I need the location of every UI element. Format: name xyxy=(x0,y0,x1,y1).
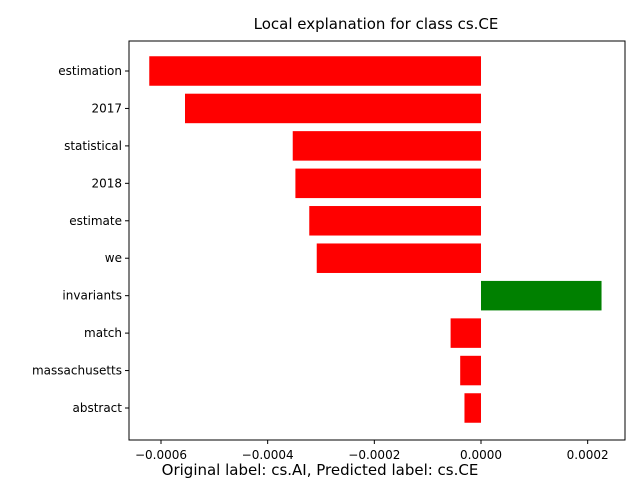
plot-frame xyxy=(128,40,626,441)
bar-we xyxy=(316,243,481,273)
y-tick-label: estimation xyxy=(58,64,122,78)
x-tick-label: 0.0002 xyxy=(567,448,609,462)
y-tick-label: we xyxy=(105,251,122,265)
x-axis-ticks: −0.0006 −0.0004 −0.0002 0.0000 0.0002 xyxy=(135,440,609,462)
y-tick-label: 2017 xyxy=(91,101,122,115)
bar-abstract xyxy=(464,393,481,423)
y-tick-label: massachusetts xyxy=(32,364,122,378)
bars-layer xyxy=(149,56,602,423)
chart-title: Local explanation for class cs.CE xyxy=(254,15,499,33)
x-tick-label: 0.0000 xyxy=(460,448,502,462)
bar-statistical xyxy=(292,131,481,161)
bar-2018 xyxy=(295,168,481,199)
x-tick-label: −0.0006 xyxy=(135,448,187,462)
y-tick-label: match xyxy=(84,326,122,340)
bar-2017 xyxy=(185,93,481,124)
bar-estimation xyxy=(149,56,481,86)
y-tick-label: abstract xyxy=(72,401,122,415)
y-tick-label: invariants xyxy=(62,289,122,303)
bar-estimate xyxy=(309,206,481,236)
y-tick-label: estimate xyxy=(69,214,122,228)
y-tick-label: statistical xyxy=(64,139,122,153)
y-tick-label: 2018 xyxy=(91,176,122,190)
x-tick-label: −0.0002 xyxy=(348,448,400,462)
bar-massachusetts xyxy=(460,355,481,386)
y-axis-ticks: estimation 2017 statistical 2018 estimate we i… xyxy=(32,64,129,415)
bar-invariants xyxy=(481,280,602,311)
bar-match xyxy=(450,318,481,348)
chart-footer: Original label: cs.AI, Predicted label: … xyxy=(162,461,479,479)
x-tick-label: −0.0004 xyxy=(242,448,294,462)
